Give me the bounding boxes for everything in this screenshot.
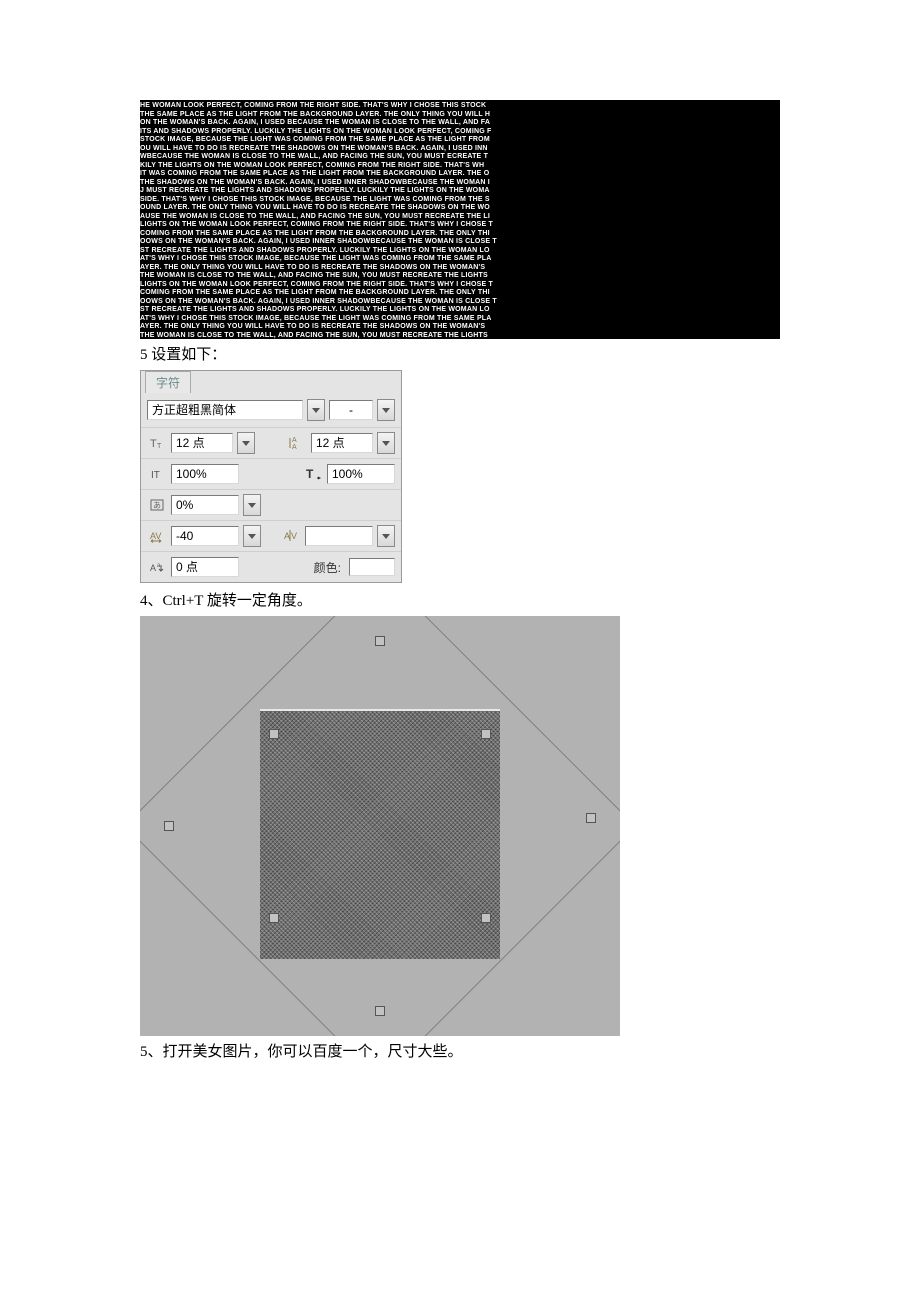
tracking-dropdown[interactable]	[243, 525, 261, 547]
dense-text-line: LIGHTS ON THE WOMAN LOOK PERFECT, COMING…	[140, 221, 780, 230]
dense-text-line: WBECAUSE THE WOMAN IS CLOSE TO THE WALL,…	[140, 153, 780, 162]
font-family-dropdown[interactable]	[307, 399, 325, 421]
leading-icon: AA	[287, 433, 307, 453]
font-size-field[interactable]: 12 点	[171, 433, 233, 453]
dense-text-line: OUND LAYER. THE ONLY THING YOU WILL HAVE…	[140, 204, 780, 213]
chevron-down-icon	[248, 534, 256, 539]
dense-text-line: AYER. THE ONLY THING YOU WILL HAVE TO DO…	[140, 264, 780, 273]
chevron-down-icon	[242, 441, 250, 446]
svg-text:a: a	[157, 563, 161, 569]
row-tracking: AV -40 AV	[141, 520, 401, 551]
panel-tab-bar: 字符	[141, 371, 401, 393]
dense-text-line: SIDE. THAT'S WHY I CHOSE THIS STOCK IMAG…	[140, 196, 780, 205]
hscale-icon: T	[303, 464, 323, 484]
kerning-icon: AV	[281, 526, 301, 546]
row-size-leading: TT 12 点 AA 12 点	[141, 427, 401, 458]
row-baseline-color: Aa 0 点 颜色:	[141, 551, 401, 582]
kerning-dropdown[interactable]	[377, 525, 395, 547]
row-scale: IT 100% T 100%	[141, 458, 401, 489]
tab-character[interactable]: 字符	[145, 371, 191, 393]
dense-text-line: AUSE THE WOMAN IS CLOSE TO THE WALL, AND…	[140, 213, 780, 222]
row-baseline-pct: あ 0%	[141, 489, 401, 520]
dense-text-line: THE SAME PLACE AS THE LIGHT FROM THE BAC…	[140, 111, 780, 120]
tsume-field[interactable]: 0%	[171, 495, 239, 515]
transform-canvas	[140, 616, 620, 1036]
chevron-down-icon	[382, 441, 390, 446]
svg-text:A: A	[284, 531, 290, 541]
svg-text:A: A	[150, 563, 156, 573]
dense-text-line: ST RECREATE THE LIGHTS AND SHADOWS PROPE…	[140, 247, 780, 256]
svg-text:あ: あ	[153, 501, 161, 510]
chevron-down-icon	[382, 408, 390, 413]
transform-handle[interactable]	[481, 913, 491, 923]
dense-text-line: KILY THE LIGHTS ON THE WOMAN LOOK PERFEC…	[140, 162, 780, 171]
kerning-field[interactable]	[305, 526, 373, 546]
dense-text-line: THE SHADOWS ON THE WOMAN'S BACK. AGAIN, …	[140, 179, 780, 188]
dense-text-line: HE WOMAN LOOK PERFECT, COMING FROM THE R…	[140, 102, 780, 111]
dense-text-line: ON THE WOMAN'S BACK. AGAIN, I USED BECAU…	[140, 119, 780, 128]
transform-handle[interactable]	[164, 821, 174, 831]
chevron-down-icon	[312, 408, 320, 413]
transform-handle[interactable]	[269, 729, 279, 739]
dense-text-line: AT'S WHY I CHOSE THIS STOCK IMAGE, BECAU…	[140, 315, 780, 324]
dense-text-line: OOWS ON THE WOMAN'S BACK. AGAIN, I USED …	[140, 238, 780, 247]
vscale-field[interactable]: 100%	[171, 464, 239, 484]
tsume-dropdown[interactable]	[243, 494, 261, 516]
font-size-dropdown[interactable]	[237, 432, 255, 454]
transform-handle[interactable]	[586, 813, 596, 823]
transform-handle[interactable]	[481, 729, 491, 739]
font-style-field[interactable]: -	[329, 400, 373, 420]
transform-handle[interactable]	[375, 636, 385, 646]
svg-text:IT: IT	[151, 470, 160, 481]
tsume-icon: あ	[147, 495, 167, 515]
leading-field[interactable]: 12 点	[311, 433, 373, 453]
dense-text-line: ST RECREATE THE LIGHTS AND SHADOWS PROPE…	[140, 306, 780, 315]
dense-text-line: OOWS ON THE WOMAN'S BACK. AGAIN, I USED …	[140, 298, 780, 307]
tracking-field[interactable]: -40	[171, 526, 239, 546]
svg-text:A: A	[292, 437, 297, 444]
dense-text-line: STOCK IMAGE, BECAUSE THE LIGHT WAS COMIN…	[140, 136, 780, 145]
character-panel: 字符 方正超粗黑简体 - TT 12 点 AA 12 点	[140, 370, 402, 583]
chevron-down-icon	[248, 503, 256, 508]
dense-text-graphic: HE WOMAN LOOK PERFECT, COMING FROM THE R…	[140, 100, 780, 339]
leading-dropdown[interactable]	[377, 432, 395, 454]
color-swatch[interactable]	[349, 558, 395, 576]
dense-text-line: AYER. THE ONLY THING YOU WILL HAVE TO DO…	[140, 323, 780, 332]
vscale-icon: IT	[147, 464, 167, 484]
text-texture-layer	[260, 709, 500, 959]
caption-settings: 5 设置如下：	[140, 343, 780, 364]
transform-handle[interactable]	[269, 913, 279, 923]
font-style-dropdown[interactable]	[377, 399, 395, 421]
tracking-icon: AV	[147, 526, 167, 546]
dense-text-line: THE WOMAN IS CLOSE TO THE WALL, AND FACI…	[140, 332, 780, 340]
svg-text:V: V	[291, 531, 297, 541]
caption-rotate: 4、Ctrl+T 旋转一定角度。	[140, 589, 780, 610]
dense-text-line: IT WAS COMING FROM THE SAME PLACE AS THE…	[140, 170, 780, 179]
font-family-field[interactable]: 方正超粗黑简体	[147, 400, 303, 420]
row-font: 方正超粗黑简体 -	[141, 393, 401, 427]
hscale-field[interactable]: 100%	[327, 464, 395, 484]
chevron-down-icon	[382, 534, 390, 539]
dense-text-line: THE WOMAN IS CLOSE TO THE WALL, AND FACI…	[140, 272, 780, 281]
dense-text-line: ITS AND SHADOWS PROPERLY. LUCKILY THE LI…	[140, 128, 780, 137]
dense-text-line: COMING FROM THE SAME PLACE AS THE LIGHT …	[140, 230, 780, 239]
svg-text:T: T	[306, 467, 314, 481]
panel-body: 方正超粗黑简体 - TT 12 点 AA 12 点	[141, 393, 401, 582]
dense-text-line: LIGHTS ON THE WOMAN LOOK PERFECT, COMING…	[140, 281, 780, 290]
transform-handle[interactable]	[375, 1006, 385, 1016]
dense-text-line: J MUST RECREATE THE LIGHTS AND SHADOWS P…	[140, 187, 780, 196]
dense-text-line: OU WILL HAVE TO DO IS RECREATE THE SHADO…	[140, 145, 780, 154]
color-label: 颜色:	[314, 559, 341, 576]
dense-text-line: AT'S WHY I CHOSE THIS STOCK IMAGE, BECAU…	[140, 255, 780, 264]
dense-text-line: COMING FROM THE SAME PLACE AS THE LIGHT …	[140, 289, 780, 298]
svg-text:T: T	[150, 438, 157, 450]
baseline-shift-icon: Aa	[147, 557, 167, 577]
baseline-shift-field[interactable]: 0 点	[171, 557, 239, 577]
caption-open-image: 5、打开美女图片，你可以百度一个，尺寸大些。	[140, 1040, 780, 1061]
svg-text:T: T	[157, 443, 162, 450]
svg-text:A: A	[292, 444, 297, 451]
font-size-icon: TT	[147, 433, 167, 453]
